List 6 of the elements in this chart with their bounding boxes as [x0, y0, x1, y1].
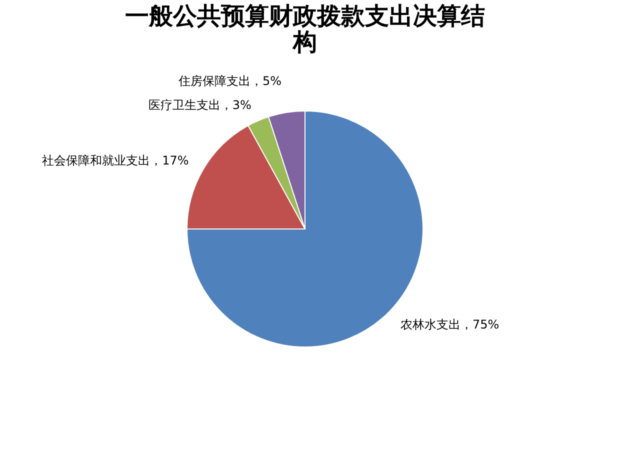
slice-label: 社会保障和就业支出，17%: [42, 153, 189, 168]
slice-label: 医疗卫生支出，3%: [148, 98, 252, 112]
pie-slice: [186, 110, 424, 348]
slice-label: 住房保障支出，5%: [177, 74, 282, 88]
chart-title: 一般公共预算财政拨款支出决算结构: [125, 2, 485, 56]
slice-label: 农林水支出，75%: [400, 317, 500, 332]
